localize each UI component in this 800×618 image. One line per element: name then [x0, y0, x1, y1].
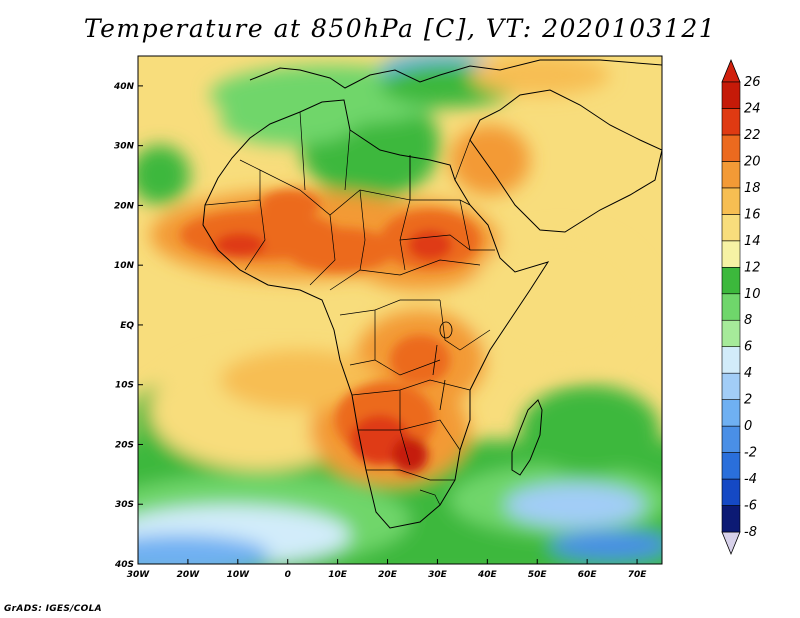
- x-tick-label: 20W: [177, 570, 201, 580]
- y-tick-label: 30N: [114, 142, 135, 152]
- y-tick-label: 10N: [114, 261, 135, 271]
- coastlines: [202, 59, 662, 529]
- temperature-field: [138, 56, 662, 564]
- colorbar-bin: [721, 293, 741, 321]
- map-title: Temperature at 850hPa [C], VT: 202010312…: [83, 14, 717, 43]
- colorbar-bin: [721, 214, 741, 242]
- colorbar-over-arrow: [721, 58, 741, 83]
- x-axis: 30W 20W 10W 0 10E 20E 30E 40E 50E 60E 70E: [127, 559, 647, 580]
- y-axis: 40N 30N 20N 10N EQ 10S 20S 30S 40S: [113, 82, 143, 570]
- y-tick-label: 30S: [115, 500, 134, 510]
- y-tick-label: 40N: [113, 82, 135, 92]
- y-tick-label: 20S: [115, 440, 134, 450]
- colorbar-label: 26: [744, 75, 761, 90]
- colorbar-label: 10: [744, 287, 761, 302]
- y-tick-label: 10S: [115, 381, 134, 391]
- x-tick-label: 30W: [127, 570, 151, 580]
- y-tick-label: 40S: [114, 560, 134, 570]
- colorbar-label: 18: [744, 181, 761, 196]
- colorbar-label: 2: [744, 393, 752, 408]
- country-borders: [204, 111, 495, 506]
- colorbar-bin: [721, 372, 741, 400]
- colorbar-bin: [721, 266, 741, 295]
- x-tick-label: 50E: [528, 570, 548, 580]
- colorbar-bin: [721, 425, 741, 453]
- colorbar-label: 8: [744, 313, 752, 328]
- europe-coastline: [249, 59, 662, 89]
- colorbar-label: 20: [744, 154, 761, 169]
- arabia-coastline: [469, 89, 662, 233]
- x-tick-label: 0: [285, 570, 291, 580]
- colorbar-label: -8: [744, 525, 757, 540]
- x-tick-label: 70E: [628, 570, 648, 580]
- x-tick-label: 40E: [477, 570, 498, 580]
- africa-coastline: [202, 99, 550, 529]
- colorbar-bin: [721, 452, 741, 480]
- colorbar-label: 0: [744, 419, 752, 434]
- x-tick-label: 30E: [428, 570, 448, 580]
- colorbar-label: 4: [744, 366, 752, 381]
- credit-text: GrADS: IGES/COLA: [4, 604, 102, 614]
- madagascar-coastline: [511, 399, 543, 476]
- colorbar-under-arrow: [721, 531, 741, 556]
- x-tick-label: 10W: [227, 570, 251, 580]
- colorbar-bin: [721, 240, 741, 268]
- colorbar-label: -4: [744, 472, 757, 487]
- colorbar-bin: [721, 161, 741, 189]
- colorbar-bin: [721, 319, 741, 348]
- colorbar-label: 24: [744, 101, 761, 116]
- colorbar-label: -6: [744, 499, 757, 514]
- x-tick-label: 10E: [328, 570, 348, 580]
- colorbar-bin: [721, 505, 741, 533]
- y-tick-label: 20N: [114, 201, 135, 211]
- colorbar-bin: [721, 478, 741, 506]
- colorbar-label: 6: [744, 340, 752, 355]
- colorbar-bin: [721, 346, 741, 374]
- x-tick-label: 60E: [578, 570, 598, 580]
- lakes: [432, 321, 453, 411]
- colorbar-bin: [721, 81, 741, 109]
- colorbar-label: 14: [744, 234, 761, 249]
- colorbar-label: 12: [744, 260, 761, 275]
- y-tick-label: EQ: [120, 321, 134, 331]
- colorbar-bin: [721, 399, 741, 427]
- plot-frame: [137, 55, 663, 565]
- colorbar-bin: [721, 134, 741, 162]
- colorbar-bin: [721, 187, 741, 215]
- colorbar-label: -2: [744, 446, 757, 461]
- colorbar-bin: [721, 108, 741, 136]
- colorbar-label: 16: [744, 207, 761, 222]
- x-tick-label: 20E: [378, 570, 398, 580]
- colorbar-label: 22: [744, 128, 761, 143]
